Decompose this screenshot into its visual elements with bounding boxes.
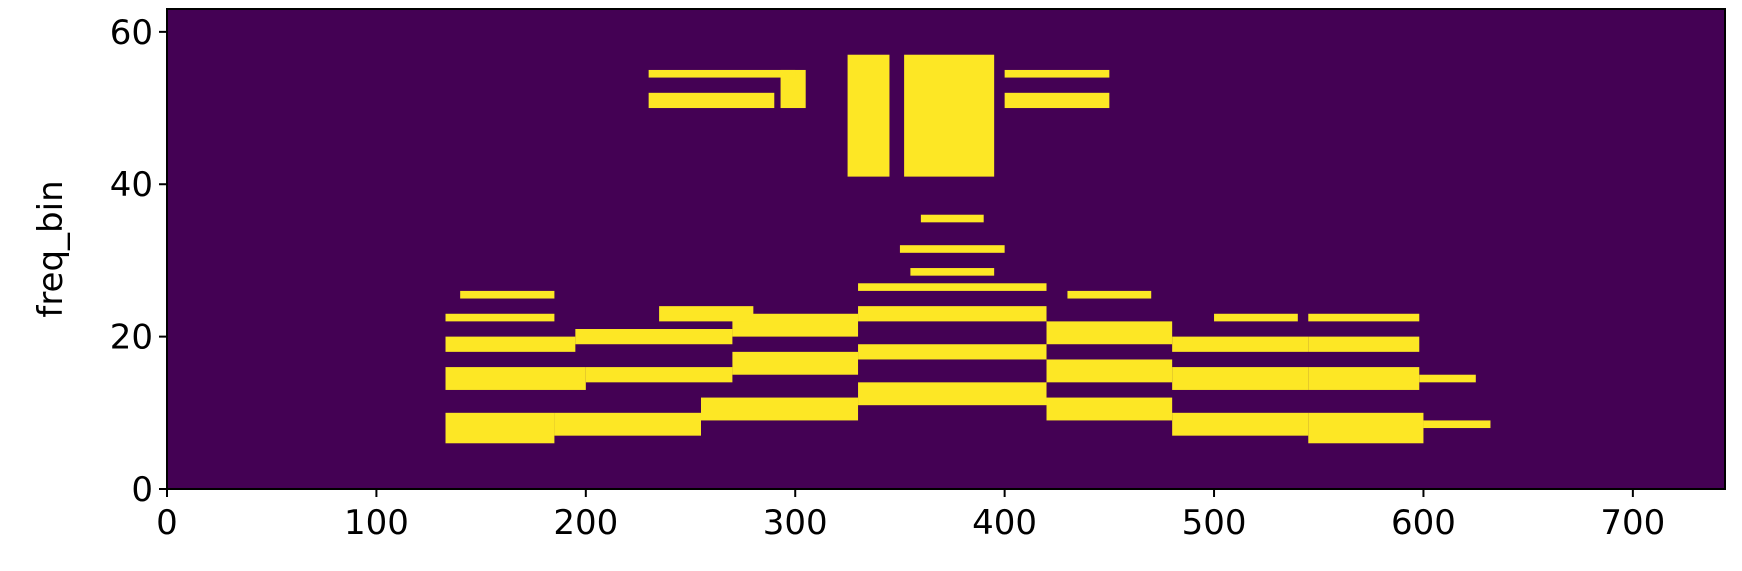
heatmap-region-20: [1046, 321, 1173, 345]
heatmap-region-5: [1172, 412, 1309, 436]
heatmap-region-2: [700, 397, 859, 421]
x-tick-label: 400: [972, 503, 1037, 543]
heatmap-region-9: [585, 367, 733, 383]
heatmap-region-3: [858, 382, 1047, 406]
y-tick-label: 60: [110, 13, 153, 53]
heatmap-region-24: [659, 306, 754, 322]
heatmap-region-29: [460, 290, 555, 299]
heatmap-region-4: [1046, 397, 1173, 421]
heatmap-region-12: [1046, 359, 1173, 383]
x-tick-label: 300: [763, 503, 828, 543]
heatmap-cells: [445, 54, 1491, 444]
heatmap-region-39: [1004, 69, 1110, 78]
heatmap-region-25: [1214, 313, 1298, 322]
heatmap-region-21: [1172, 336, 1309, 352]
heatmap-region-8: [445, 367, 586, 390]
x-tick-label: 700: [1600, 503, 1665, 543]
x-tick-label: 0: [156, 503, 178, 543]
plot-border: [166, 8, 1726, 490]
heatmap-region-19: [858, 306, 1047, 322]
heatmap-region-36: [648, 92, 775, 109]
heatmap-region-33: [847, 54, 890, 177]
heatmap-region-31: [899, 245, 1005, 253]
x-tick-label: 500: [1182, 503, 1247, 543]
x-axis: 0 100 200 300 400 500 600 700: [156, 489, 1665, 543]
x-tick-label: 200: [553, 503, 618, 543]
x-tick-label: 100: [344, 503, 409, 543]
heatmap-region-0: [445, 412, 555, 444]
heatmap-region-32: [920, 214, 984, 223]
heatmap-region-14: [1308, 367, 1420, 390]
heatmap-region-10: [732, 351, 859, 375]
heatmap-region-13: [1172, 367, 1309, 390]
heatmap-region-6: [1308, 412, 1424, 444]
heatmap-region-27: [858, 283, 1047, 291]
heatmap-region-15: [1419, 374, 1476, 383]
heatmap-region-17: [575, 329, 733, 345]
y-axis-label: freq_bin: [31, 180, 71, 317]
heatmap-region-38: [648, 69, 796, 78]
heatmap-region-1: [554, 412, 701, 436]
heatmap-region-16: [445, 336, 576, 352]
heatmap-region-34: [904, 54, 995, 177]
heatmap-region-37: [1004, 92, 1110, 109]
heatmap-region-11: [858, 344, 1047, 360]
y-tick-label: 40: [110, 165, 153, 205]
heatmap-region-26: [1308, 313, 1420, 322]
heatmap-region-7: [1423, 420, 1491, 429]
y-tick-label: 0: [131, 470, 153, 510]
x-tick-label: 600: [1391, 503, 1456, 543]
heatmap-region-18: [732, 313, 859, 337]
heatmap-region-28: [910, 268, 995, 276]
heatmap-region-30: [1067, 290, 1152, 299]
y-tick-label: 20: [110, 318, 153, 358]
heatmap-region-22: [1308, 336, 1420, 352]
y-axis: 0 20 40 60: [110, 13, 167, 510]
heatmap-region-23: [445, 313, 555, 322]
